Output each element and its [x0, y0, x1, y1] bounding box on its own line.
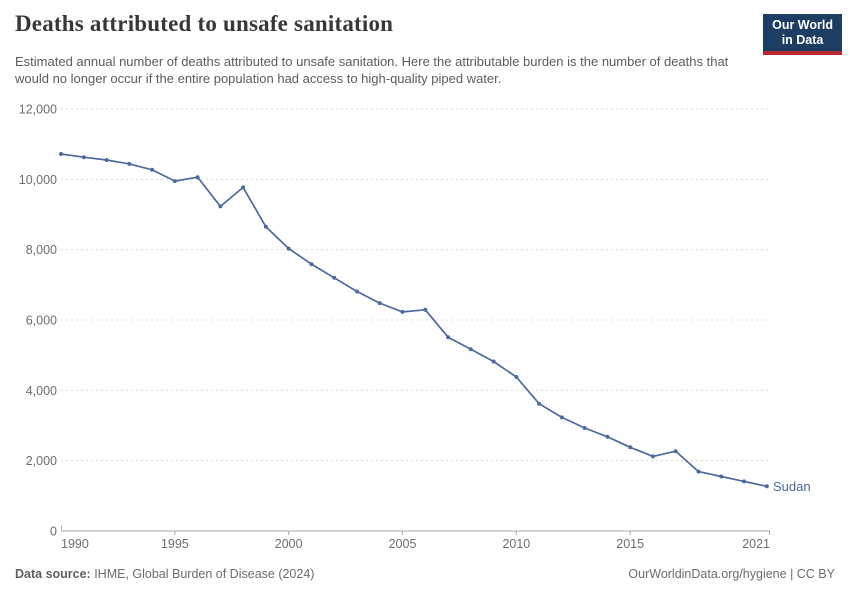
y-axis-tick-label: 6,000 — [26, 314, 57, 328]
data-point — [150, 167, 155, 172]
chart-subtitle: Estimated annual number of deaths attrib… — [15, 54, 729, 87]
data-source-label: Data source: — [15, 567, 91, 581]
owid-credit-link[interactable]: OurWorldinData.org/hygiene | CC BY — [628, 567, 835, 581]
data-point — [605, 434, 610, 439]
x-axis-tick-label: 2015 — [616, 537, 644, 551]
x-axis-tick-label: 1995 — [161, 537, 189, 551]
data-point — [628, 445, 633, 450]
data-point — [104, 158, 109, 162]
data-point — [651, 454, 655, 459]
data-point — [286, 246, 291, 251]
page-title: Deaths attributed to unsafe sanitation — [15, 11, 394, 36]
y-axis-tick-label: 0 — [50, 525, 57, 539]
data-point — [400, 309, 405, 314]
data-point — [742, 479, 746, 484]
data-point — [309, 262, 314, 267]
owid-logo[interactable]: Our World in Data — [763, 14, 842, 55]
sudan-line-series — [60, 153, 768, 488]
data-point — [127, 161, 132, 166]
data-point — [59, 152, 63, 156]
data-point — [491, 359, 496, 364]
data-point — [81, 155, 86, 160]
data-point — [263, 224, 268, 229]
owid-logo-line1: Our World — [772, 18, 833, 32]
y-axis-tick-label: 8,000 — [26, 243, 57, 257]
data-point — [719, 474, 724, 479]
y-axis-tick-label: 2,000 — [26, 454, 57, 468]
data-point — [332, 275, 337, 280]
data-point — [355, 289, 359, 294]
data-point — [468, 347, 473, 352]
data-point — [195, 175, 200, 180]
y-axis-tick-label: 10,000 — [19, 173, 57, 187]
x-axis-tick-label: 2021 — [742, 537, 770, 551]
chart-footer: Data source: IHME, Global Burden of Dise… — [15, 567, 835, 581]
x-axis-tick-label: 2005 — [389, 537, 417, 551]
x-axis-tick-label: 1990 — [61, 537, 89, 551]
data-point — [241, 185, 246, 190]
data-point — [582, 426, 587, 430]
data-point — [559, 415, 564, 420]
data-point — [446, 335, 451, 340]
data-point — [673, 449, 678, 454]
data-point — [218, 204, 223, 209]
data-point — [696, 469, 701, 474]
data-point — [377, 301, 382, 306]
y-axis-tick-label: 4,000 — [26, 384, 57, 398]
y-axis-tick-label: 12,000 — [19, 103, 57, 117]
x-axis-tick-label: 2000 — [275, 537, 303, 551]
data-point — [514, 375, 519, 379]
data-point — [172, 179, 177, 184]
owid-logo-line2: in Data — [781, 33, 824, 47]
entity-label: Sudan — [773, 479, 811, 494]
data-source-value: IHME, Global Burden of Disease (2024) — [90, 567, 315, 581]
data-point — [764, 484, 769, 489]
data-point — [537, 401, 542, 406]
data-source-note: Data source: IHME, Global Burden of Dise… — [15, 567, 314, 581]
x-axis-tick-label: 2010 — [502, 537, 530, 551]
data-point — [423, 307, 428, 312]
